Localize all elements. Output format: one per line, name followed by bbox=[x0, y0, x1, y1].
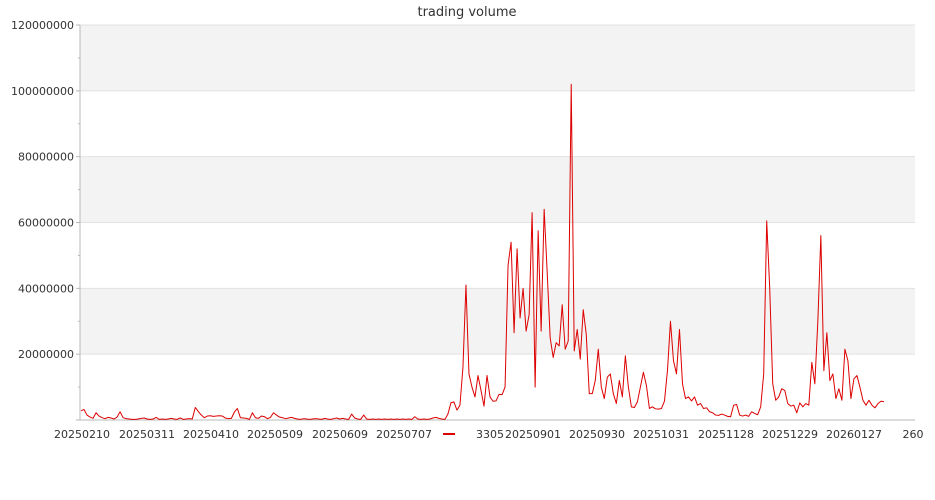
x-tick-label: 20250509 bbox=[247, 428, 303, 441]
x-tick-label: 20250609 bbox=[312, 428, 368, 441]
y-tick-label: 120000000 bbox=[11, 19, 74, 32]
y-tick-label: 80000000 bbox=[18, 151, 74, 164]
legend: 3305 bbox=[443, 428, 504, 441]
plot-band bbox=[80, 288, 915, 355]
grid-lines bbox=[80, 24, 915, 355]
plot-background-bands bbox=[80, 25, 915, 420]
x-axis-ticks: 20250210 20250311 20250410 20250509 20250609… bbox=[54, 428, 924, 441]
x-tick-label: 20251128 bbox=[698, 428, 754, 441]
y-tick-label: 60000000 bbox=[18, 217, 74, 230]
y-tick-label: 100000000 bbox=[11, 85, 74, 98]
plot-band bbox=[80, 222, 915, 289]
x-tick-label: 20250410 bbox=[183, 428, 239, 441]
y-tick-label: 40000000 bbox=[18, 282, 74, 295]
plot-band bbox=[80, 354, 915, 420]
y-tick-label: 20000000 bbox=[18, 348, 74, 361]
x-tick-label: 260 bbox=[903, 428, 924, 441]
x-tick-label: 20251031 bbox=[633, 428, 689, 441]
x-tick-label: 20250210 bbox=[54, 428, 110, 441]
x-tick-label: 20250930 bbox=[569, 428, 625, 441]
plot-band bbox=[80, 25, 915, 91]
x-tick-label: 20250707 bbox=[376, 428, 432, 441]
x-tick-label: 20251229 bbox=[762, 428, 818, 441]
y-axis-ticks: 20000000 40000000 60000000 80000000 10000000… bbox=[11, 19, 80, 421]
legend-label: 3305 bbox=[476, 428, 504, 441]
plot-band bbox=[80, 156, 915, 223]
chart-title: trading volume bbox=[417, 5, 516, 20]
series-layer bbox=[80, 83, 885, 420]
x-tick-label: 20260127 bbox=[826, 428, 882, 441]
x-tick-label: 20250901 bbox=[505, 428, 561, 441]
x-tick-label: 20250311 bbox=[119, 428, 175, 441]
series-line-3305 bbox=[80, 83, 885, 420]
plot-band bbox=[80, 90, 915, 157]
